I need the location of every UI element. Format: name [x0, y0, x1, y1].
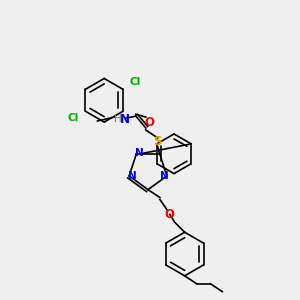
Text: S: S — [153, 135, 162, 148]
Text: Cl: Cl — [68, 113, 79, 123]
Text: N: N — [120, 112, 130, 126]
Text: O: O — [145, 116, 155, 129]
Text: O: O — [165, 208, 175, 221]
Text: N: N — [128, 171, 136, 181]
Text: N: N — [135, 148, 144, 158]
Text: N: N — [160, 171, 168, 181]
Text: Cl: Cl — [129, 77, 141, 88]
Text: H: H — [114, 114, 122, 124]
